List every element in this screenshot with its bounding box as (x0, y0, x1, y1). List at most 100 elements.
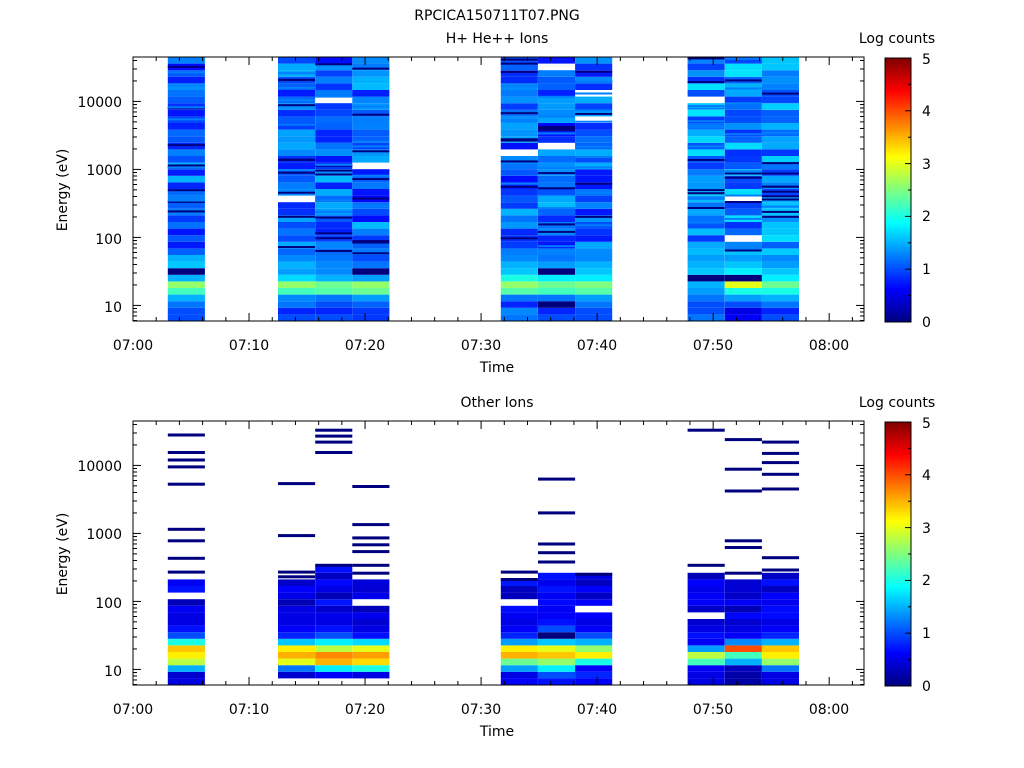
heatmap-cell (167, 202, 205, 209)
heatmap-cell (352, 156, 390, 163)
heatmap-cell (687, 149, 725, 156)
heatmap-cell (761, 592, 799, 600)
heatmap-cell (315, 612, 353, 619)
heatmap-cell (278, 228, 316, 236)
heatmap-cell (500, 62, 538, 65)
heatmap-cell (278, 658, 316, 666)
colorbar: 0 1 2 3 4 5 (884, 416, 931, 695)
sparse-count-line (352, 485, 390, 488)
heatmap-cell (167, 215, 205, 222)
heatmap-cell (575, 112, 613, 115)
heatmap-cell (352, 605, 390, 613)
heatmap-cell (500, 156, 538, 163)
heatmap-cell (500, 248, 538, 255)
heatmap-cell (167, 90, 205, 97)
heatmap-cell (575, 195, 613, 203)
heatmap-cell (538, 136, 576, 143)
heatmap-cell (500, 658, 538, 666)
panel-title: H+ He++ Ions (446, 31, 549, 47)
heatmap-cell (575, 671, 613, 679)
heatmap-cell (500, 241, 538, 249)
heatmap-cell (500, 195, 538, 203)
heatmap-cell (724, 294, 762, 302)
heatmap-cell (167, 189, 205, 196)
heatmap-cell (575, 274, 613, 282)
heatmap-cell (278, 255, 316, 262)
heatmap-cell (167, 200, 205, 203)
heatmap-cell (761, 248, 799, 255)
heatmap-cell (761, 274, 799, 282)
sparse-count-line (352, 563, 390, 567)
heatmap-cell (761, 96, 799, 104)
heatmap-cell (352, 70, 390, 77)
heatmap-cell (315, 57, 353, 64)
sparse-count-line (761, 568, 799, 572)
heatmap-cell (500, 138, 538, 141)
heatmap-cell (500, 301, 538, 308)
heatmap-cell (724, 281, 762, 288)
y-tick-label: 10 (104, 300, 122, 316)
heatmap-cell (538, 671, 576, 679)
heatmap-cell (278, 599, 316, 606)
heatmap-cell (538, 132, 576, 135)
heatmap-cell (575, 224, 613, 227)
heatmap-cell (500, 103, 538, 110)
heatmap-cell (687, 281, 725, 288)
heatmap-cell (575, 281, 613, 288)
x-tick-label: 07:50 (693, 338, 733, 354)
heatmap-cell (278, 63, 316, 71)
heatmap-cell (538, 599, 576, 606)
heatmap-cell (724, 63, 762, 71)
heatmap-cell (500, 671, 538, 679)
heatmap-cell (352, 116, 390, 123)
sparse-count-line (724, 571, 762, 575)
heatmap-cell (687, 665, 725, 672)
colorbar-tick: 1 (922, 626, 931, 642)
heatmap-cells (167, 428, 799, 685)
heatmap-cell (500, 268, 538, 275)
heatmap-cell (167, 255, 205, 262)
heatmap-cell (167, 76, 205, 84)
heatmap-cell (687, 228, 725, 236)
heatmap-cell (538, 162, 576, 170)
heatmap-cell (278, 90, 316, 97)
heatmap-cell (315, 261, 353, 269)
heatmap-cell (538, 172, 576, 175)
heatmap-cell (575, 96, 613, 104)
heatmap-cell (724, 208, 762, 216)
heatmap-cell (538, 645, 576, 652)
heatmap-cell (538, 76, 576, 84)
heatmap-cell (761, 210, 799, 213)
heatmap-cell (167, 632, 205, 639)
heatmap-cell (315, 652, 353, 659)
heatmap-cell (167, 169, 205, 176)
heatmap-cell (167, 199, 205, 202)
sparse-count-line (278, 570, 316, 574)
heatmap-cell (761, 268, 799, 275)
heatmap-cell (500, 139, 538, 142)
heatmap-cell (538, 215, 576, 222)
heatmap-cell (167, 71, 205, 74)
heatmap-cell (500, 625, 538, 633)
heatmap-cell (315, 632, 353, 639)
heatmap-cell (278, 301, 316, 308)
heatmap-cell (167, 175, 205, 183)
y-tick-label: 100 (95, 596, 122, 612)
sparse-count-line (724, 467, 762, 471)
heatmap-cell (724, 678, 762, 685)
heatmap-cell (538, 245, 576, 248)
heatmap-cell (575, 149, 613, 156)
heatmap-cell (352, 294, 390, 302)
heatmap-cell (315, 195, 353, 203)
heatmap-cell (538, 70, 576, 77)
heatmap-cell (761, 123, 799, 130)
heatmap-cell (500, 208, 538, 216)
sparse-count-line (500, 570, 538, 574)
heatmap-cell (500, 314, 538, 321)
heatmap-cell (575, 314, 613, 321)
heatmap-cell (761, 182, 799, 185)
heatmap-cell (315, 665, 353, 672)
heatmap-cell (761, 665, 799, 672)
heatmap-cell (687, 175, 725, 183)
sparse-count-line (167, 458, 205, 462)
